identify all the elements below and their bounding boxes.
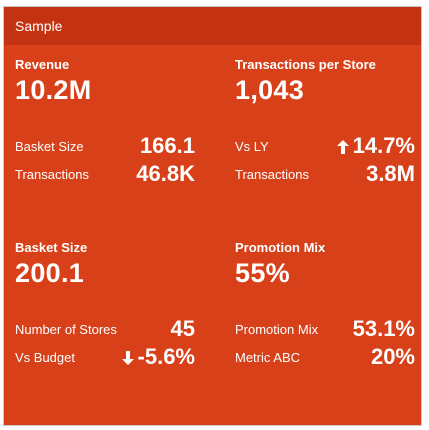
kpi-row-label: Basket Size — [15, 139, 84, 154]
kpi-row-value-text: 14.7% — [352, 133, 415, 158]
kpi-row: Transactions 46.8K — [15, 161, 195, 187]
arrow-up-icon — [336, 140, 349, 155]
kpi-value: 10.2M — [15, 75, 92, 105]
kpi-row-label: Transactions — [15, 167, 89, 182]
kpi-card: Sample Revenue 10.2M Basket Size 166.1 T… — [3, 6, 422, 426]
kpi-row: Vs LY 14.7% — [235, 133, 415, 159]
kpi-row-value: 45 — [170, 316, 195, 341]
kpi-row-value: 3.8M — [366, 161, 415, 186]
kpi-row-value: 46.8K — [136, 161, 195, 186]
kpi-row-label: Promotion Mix — [235, 322, 319, 337]
kpi-label: Promotion Mix — [235, 240, 326, 255]
kpi-row-value-text: -5.6% — [137, 344, 195, 369]
kpi-label: Revenue — [15, 57, 70, 72]
kpi-value: 200.1 — [15, 258, 85, 288]
kpi-row-label: Vs Budget — [15, 350, 75, 365]
arrow-down-icon — [121, 351, 134, 366]
kpi-row: Metric ABC 20% — [235, 344, 415, 370]
kpi-row-value: -5.6% — [121, 344, 195, 370]
kpi-row-label: Number of Stores — [15, 322, 117, 337]
kpi-row: Transactions 3.8M — [235, 161, 415, 187]
kpi-value: 1,043 — [235, 75, 305, 105]
card-title: Sample — [4, 7, 421, 45]
kpi-row-value: 53.1% — [352, 316, 415, 341]
kpi-value: 55% — [235, 258, 290, 288]
kpi-row-label: Metric ABC — [235, 350, 301, 365]
kpi-row: Promotion Mix 53.1% — [235, 316, 415, 342]
kpi-row-value: 20% — [370, 344, 415, 369]
kpi-row: Number of Stores 45 — [15, 316, 195, 342]
kpi-row-label: Transactions — [235, 167, 309, 182]
kpi-row-value: 14.7% — [336, 133, 415, 159]
kpi-label: Transactions per Store — [235, 57, 376, 72]
kpi-row: Basket Size 166.1 — [15, 133, 195, 159]
kpi-row-label: Vs LY — [235, 139, 269, 154]
kpi-label: Basket Size — [15, 240, 88, 255]
kpi-row-value: 166.1 — [139, 133, 195, 158]
kpi-row: Vs Budget -5.6% — [15, 344, 195, 370]
